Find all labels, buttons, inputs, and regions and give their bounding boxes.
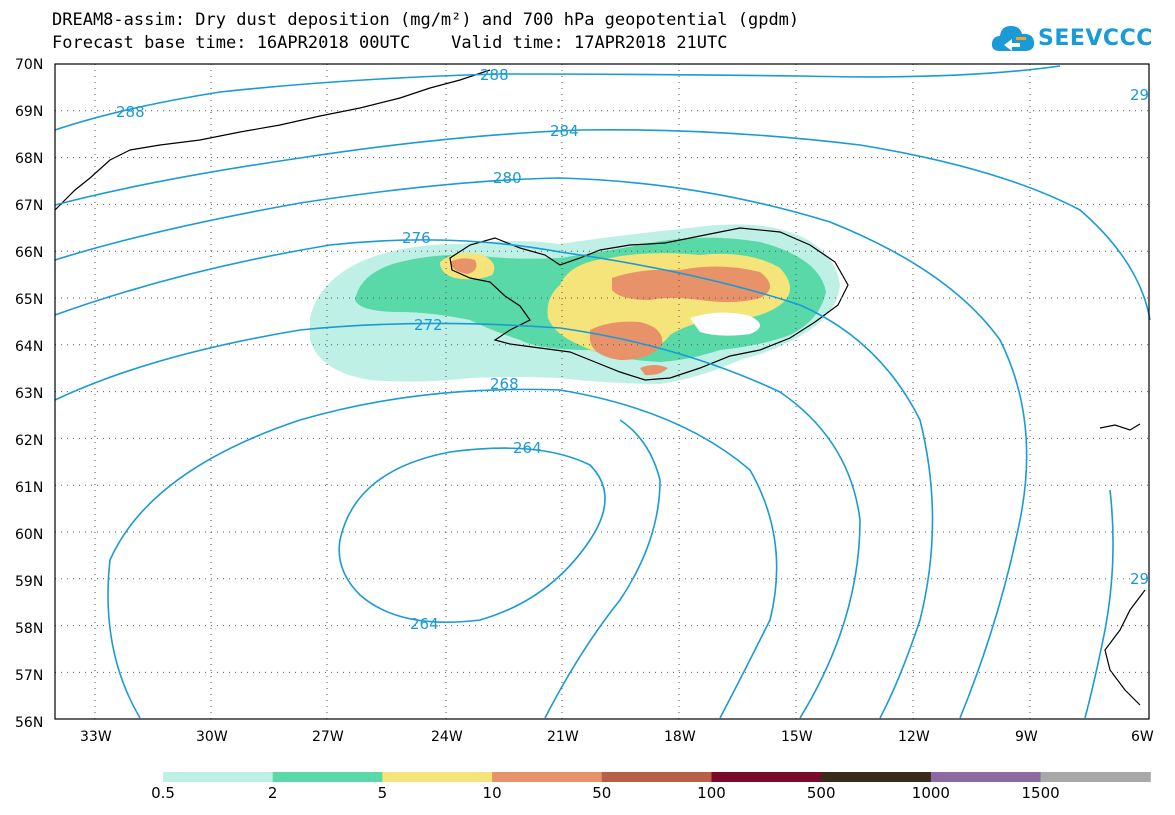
lon-label: 6W: [1131, 729, 1154, 745]
contour-264: [338, 447, 606, 623]
colorbar-label: 0.5: [151, 784, 175, 802]
contour-label: 276: [402, 229, 431, 247]
map-frame: [54, 63, 1150, 720]
contour-268: [107, 388, 778, 719]
colorbar-segment: [272, 772, 383, 782]
colorbar-segment: [163, 772, 274, 782]
lon-label: 18W: [664, 729, 696, 745]
colorbar-label: 10: [483, 784, 502, 802]
contour-label: 268: [490, 375, 519, 393]
lon-label: 12W: [898, 729, 930, 745]
lon-label: 33W: [80, 729, 112, 745]
lat-label: 57N: [15, 668, 43, 684]
contour-284: [54, 128, 1151, 321]
contour-label: 264: [410, 615, 439, 633]
colorbar-segment: [492, 772, 603, 782]
contour-288: [54, 65, 1061, 131]
lon-label: 15W: [781, 729, 813, 745]
contour-label: 288: [116, 103, 145, 121]
faroe-coastline: [1099, 423, 1141, 431]
greenland-coastline: [54, 69, 491, 211]
contour-280: [54, 177, 1028, 719]
contour-label: 280: [493, 169, 522, 187]
contour-labels: 288 288 284 280 276 272 268 264 264 29 2…: [116, 66, 1149, 633]
logo-text: SEEVCCC: [1038, 26, 1153, 51]
colorbar-segment: [930, 772, 1042, 782]
colorbar-segment: [601, 772, 712, 782]
colorbar-label: 500: [807, 784, 836, 802]
lat-label: 63N: [15, 386, 43, 402]
colorbar-segment: [1040, 772, 1151, 782]
map-title: DREAM8-assim: Dry dust deposition (mg/m²…: [52, 10, 800, 30]
lat-label: 64N: [15, 339, 43, 355]
contour-label: 288: [480, 66, 509, 84]
contour-label: 264: [513, 439, 542, 457]
lat-label: 60N: [15, 527, 43, 543]
colorbar-label: 50: [592, 784, 611, 802]
map-grid: [55, 64, 1149, 719]
colorbar-label: 100: [697, 784, 726, 802]
lat-label: 70N: [15, 57, 43, 73]
lon-label: 21W: [547, 729, 579, 745]
seevccc-logo: SEEVCCC: [990, 18, 1153, 60]
contour-label: 29: [1130, 86, 1149, 104]
lat-label: 67N: [15, 198, 43, 214]
lat-label: 69N: [15, 104, 43, 120]
lat-label: 56N: [15, 715, 43, 731]
contour-276: [54, 239, 934, 719]
longitude-labels: 33W 30W 27W 24W 21W 18W 15W 12W 9W 6W: [80, 729, 1154, 745]
colorbar-label: 1500: [1022, 784, 1060, 802]
colorbar-segment: [821, 772, 932, 782]
lat-label: 58N: [15, 621, 43, 637]
lon-label: 30W: [196, 729, 228, 745]
lat-label: 62N: [15, 433, 43, 449]
colorbar-segment: [711, 772, 822, 782]
iceland-coastline: [449, 227, 849, 381]
lat-label: 68N: [15, 151, 43, 167]
scotland-coastline: [1104, 589, 1146, 706]
colorbar-label: 5: [378, 784, 388, 802]
lon-label: 24W: [431, 729, 463, 745]
lat-label: 59N: [15, 574, 43, 590]
map-subtitle: Forecast base time: 16APR2018 00UTC Vali…: [52, 33, 728, 53]
contour-272: [54, 322, 861, 719]
contour-292: [1084, 489, 1114, 719]
lat-label: 66N: [15, 245, 43, 261]
latitude-labels: 70N 69N 68N 67N 66N 65N 64N 63N 62N 61N …: [15, 57, 43, 731]
lon-label: 27W: [312, 729, 344, 745]
dust-deposition-field: [310, 224, 840, 384]
contour-label: 284: [550, 122, 579, 140]
contour-268b: [544, 419, 661, 719]
colorbar-label: 2: [268, 784, 278, 802]
cloud-icon: [991, 26, 1035, 51]
lon-label: 9W: [1015, 729, 1038, 745]
geopotential-contours: [54, 65, 1151, 719]
contour-label: 29: [1130, 570, 1149, 588]
lat-label: 65N: [15, 292, 43, 308]
colorbar: 0.5 2 5 10 50 100 500 1000 1500: [151, 772, 1151, 802]
colorbar-segment: [382, 772, 493, 782]
colorbar-label: 1000: [912, 784, 950, 802]
lat-label: 61N: [15, 480, 43, 496]
contour-label: 272: [414, 316, 443, 334]
